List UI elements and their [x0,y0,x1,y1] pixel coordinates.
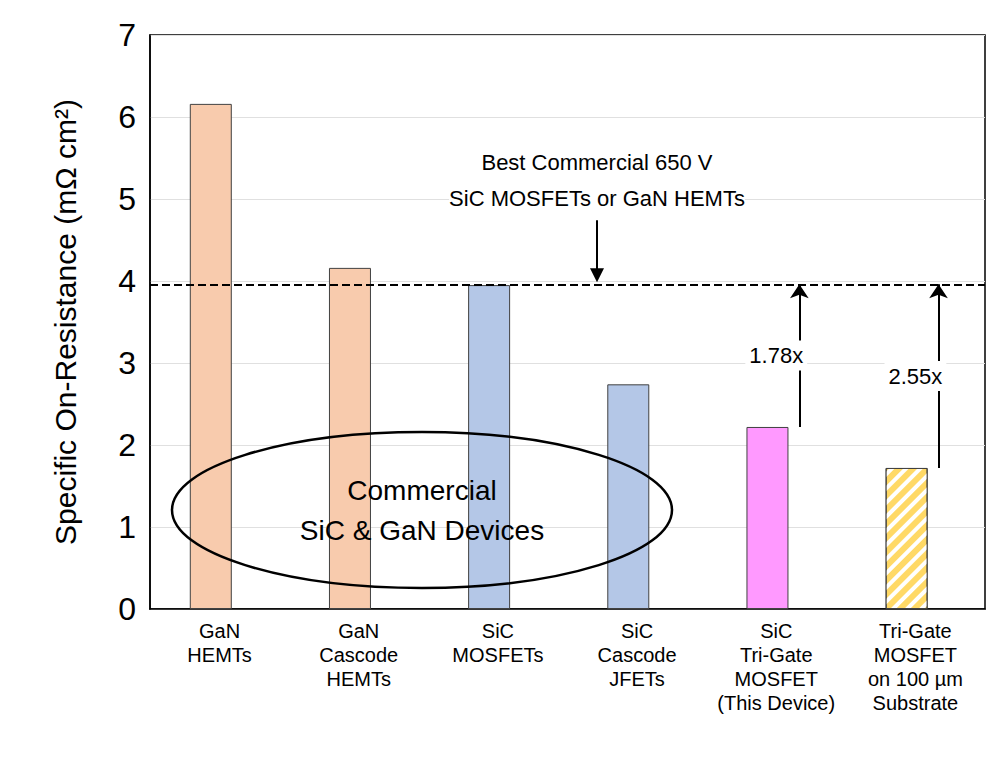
svg-text:5: 5 [118,181,136,217]
svg-text:Cascode: Cascode [319,644,398,666]
svg-text:Tri-Gate: Tri-Gate [740,644,813,666]
svg-text:2.55x: 2.55x [889,364,943,389]
svg-text:MOSFETs: MOSFETs [452,644,543,666]
svg-text:Substrate: Substrate [873,692,959,714]
svg-text:3: 3 [118,345,136,381]
svg-text:MOSFET: MOSFET [735,668,818,690]
svg-text:GaN: GaN [199,620,240,642]
svg-text:Commercial: Commercial [347,475,496,506]
svg-text:7: 7 [118,17,136,53]
svg-text:GaN: GaN [338,620,379,642]
svg-text:4: 4 [118,263,136,299]
svg-text:1.78x: 1.78x [749,343,803,368]
svg-text:Tri-Gate: Tri-Gate [879,620,952,642]
svg-text:HEMTs: HEMTs [187,644,251,666]
svg-text:SiC MOSFETs or GaN HEMTs: SiC MOSFETs or GaN HEMTs [449,186,745,211]
svg-text:Specific On-Resistance (mΩ cm²: Specific On-Resistance (mΩ cm²) [49,99,82,545]
svg-text:1: 1 [118,509,136,545]
svg-text:Best Commercial 650 V: Best Commercial 650 V [481,150,712,175]
svg-text:MOSFET: MOSFET [874,644,957,666]
svg-text:SiC: SiC [760,620,792,642]
svg-text:0: 0 [118,591,136,627]
svg-text:Cascode: Cascode [598,644,677,666]
svg-text:SiC & GaN Devices: SiC & GaN Devices [300,515,544,546]
svg-text:(This Device): (This Device) [717,692,835,714]
svg-text:SiC: SiC [621,620,653,642]
svg-text:HEMTs: HEMTs [327,668,391,690]
svg-text:2: 2 [118,427,136,463]
svg-text:SiC: SiC [482,620,514,642]
svg-text:JFETs: JFETs [609,668,665,690]
svg-text:6: 6 [118,99,136,135]
svg-text:on 100 µm: on 100 µm [868,668,963,690]
